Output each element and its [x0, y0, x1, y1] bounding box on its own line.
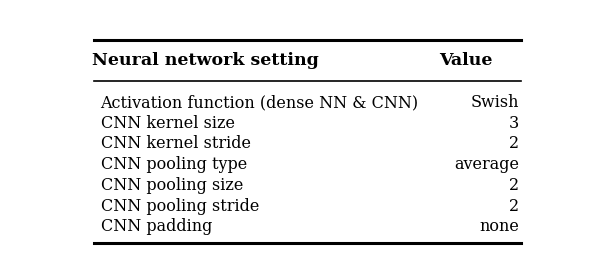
Text: 2: 2 [509, 136, 519, 153]
Text: CNN kernel size: CNN kernel size [101, 115, 235, 132]
Text: Value: Value [439, 52, 493, 69]
Text: 2: 2 [509, 198, 519, 214]
Text: none: none [479, 218, 519, 235]
Text: CNN pooling size: CNN pooling size [101, 177, 243, 194]
Text: CNN padding: CNN padding [101, 218, 212, 235]
Text: CNN pooling stride: CNN pooling stride [101, 198, 259, 214]
Text: 2: 2 [509, 177, 519, 194]
Text: 3: 3 [509, 115, 519, 132]
Text: Activation function (dense NN & CNN): Activation function (dense NN & CNN) [101, 94, 419, 111]
Text: CNN pooling type: CNN pooling type [101, 156, 247, 173]
Text: Swish: Swish [470, 94, 519, 111]
Text: CNN kernel stride: CNN kernel stride [101, 136, 251, 153]
Text: average: average [454, 156, 519, 173]
Text: Neural network setting: Neural network setting [92, 52, 319, 69]
